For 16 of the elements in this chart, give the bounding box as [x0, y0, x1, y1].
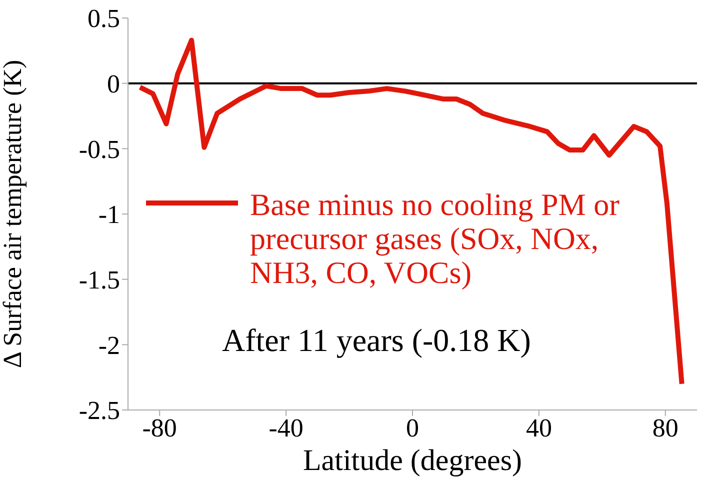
- y-tick-label: -0.5: [78, 134, 120, 164]
- y-tick-label: 0: [107, 70, 120, 99]
- y-tick-label: -2: [98, 330, 120, 360]
- y-tick-label: -1.5: [78, 266, 120, 295]
- x-axis-title: Latitude (degrees): [302, 444, 522, 477]
- y-tick-label: 0.5: [88, 4, 120, 34]
- x-tick-label: -40: [268, 413, 304, 442]
- y-tick-label: -2.5: [78, 396, 120, 426]
- x-tick-label: 80: [652, 413, 678, 442]
- y-axis-title: Δ Surface air temperature (K): [0, 60, 28, 368]
- x-tick-label: -80: [142, 413, 177, 442]
- x-tick-label: 0: [406, 413, 419, 442]
- annotation: After 11 years (-0.18 K): [222, 322, 531, 359]
- x-tick-label: 40: [526, 413, 552, 442]
- legend-label: Base minus no cooling PM or precursor gases (SOx, NOx, NH3, CO, VOCs): [250, 187, 620, 290]
- y-tick-label: -1: [98, 200, 120, 230]
